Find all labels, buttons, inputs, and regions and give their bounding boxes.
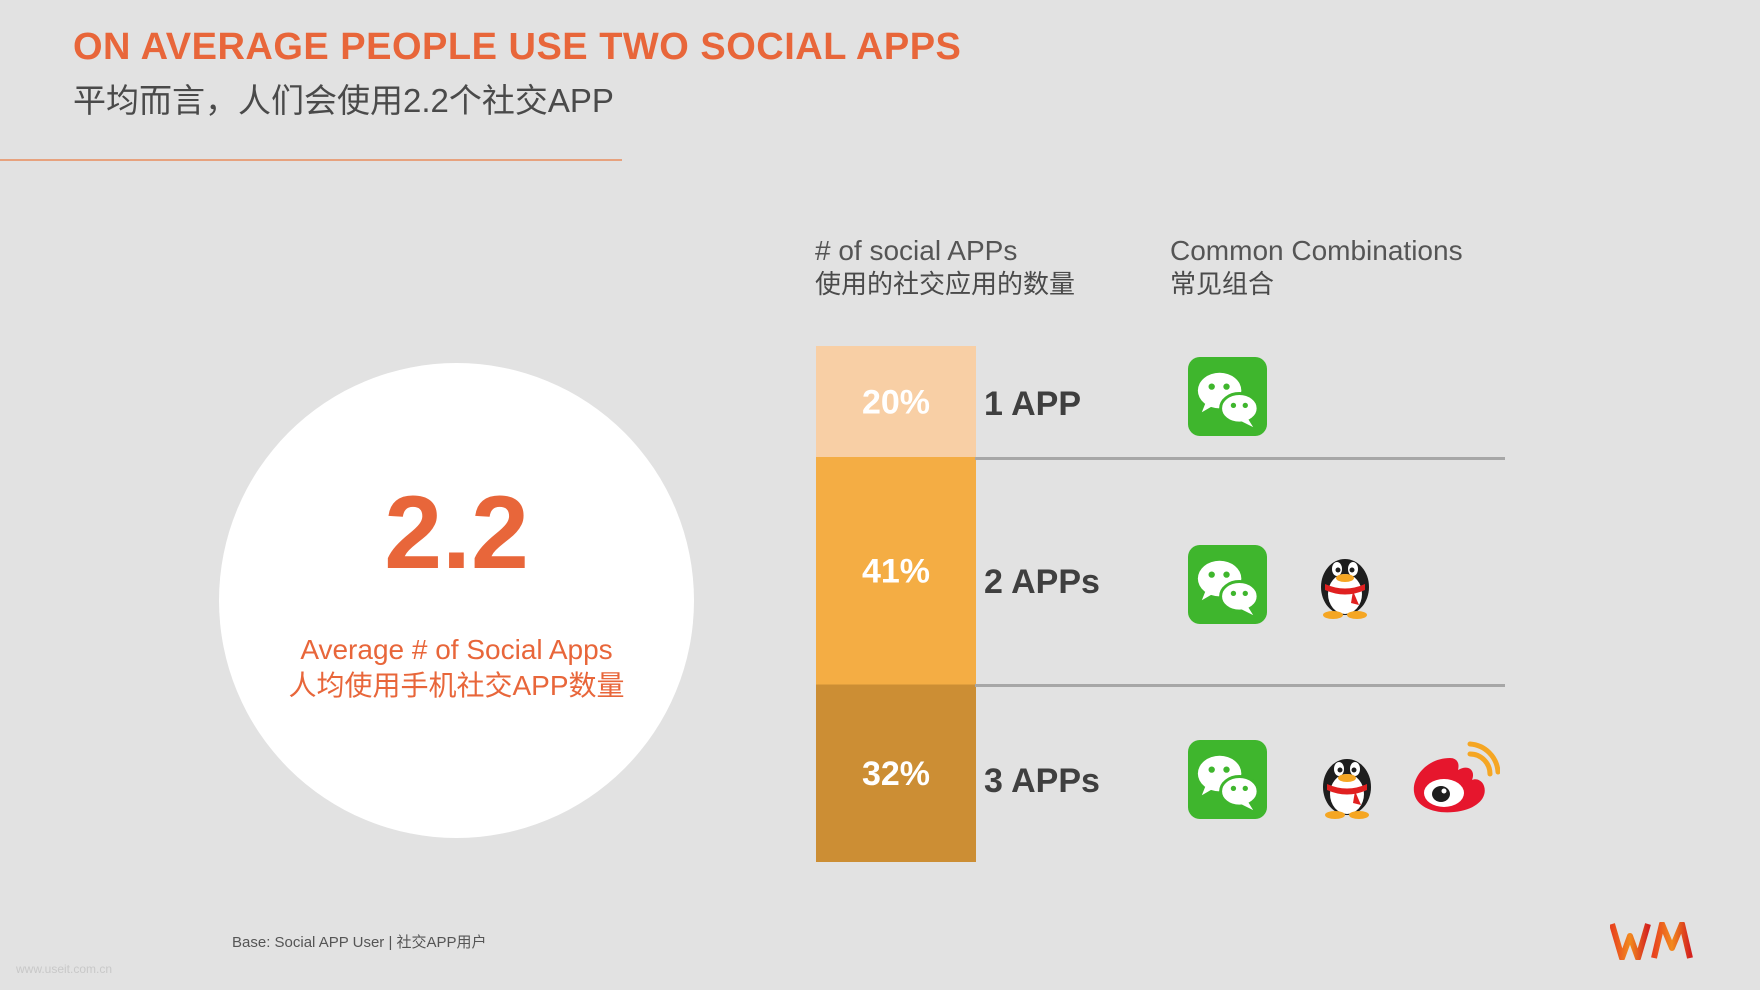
combo-header-en: Common Combinations — [1170, 235, 1463, 266]
wechat-icon — [1188, 357, 1267, 436]
row-divider — [975, 684, 1505, 687]
category-label: 1 APP — [984, 385, 1082, 423]
watermark: www.useit.com.cn — [16, 962, 113, 976]
weibo-icon — [1413, 741, 1500, 813]
wechat-icon — [1188, 740, 1267, 819]
count-header-en: # of social APPs — [815, 235, 1018, 266]
average-label-zh: 人均使用手机社交APP数量 — [288, 670, 625, 701]
bar-value-label: 41% — [862, 553, 930, 591]
bar-segment — [816, 457, 976, 685]
combo-column-header: Common Combinations 常见组合 — [1170, 233, 1463, 301]
row-divider — [975, 457, 1505, 460]
base-footnote: Base: Social APP User | 社交APP用户 — [232, 934, 487, 951]
bar-segment — [816, 346, 976, 457]
slide-subtitle: 平均而言，人们会使用2.2个社交APP — [73, 82, 614, 119]
app-count-bar-chart: 20% 41% 32% — [816, 346, 976, 862]
wechat-icon — [1188, 545, 1267, 624]
average-value: 2.2 — [384, 475, 529, 591]
wm-logo — [1610, 922, 1693, 960]
title-divider — [0, 159, 622, 161]
average-label-en: Average # of Social Apps — [300, 634, 613, 665]
count-header-zh: 使用的社交应用的数量 — [815, 269, 1076, 299]
qq-penguin-icon — [1321, 559, 1369, 619]
bar-segment — [816, 684, 976, 862]
category-label: 3 APPs — [984, 762, 1100, 800]
category-label: 2 APPs — [984, 563, 1100, 601]
count-column-header: # of social APPs 使用的社交应用的数量 — [815, 233, 1075, 301]
average-circle: 2.2 Average # of Social Apps 人均使用手机社交APP… — [219, 363, 694, 838]
bar-value-label: 20% — [862, 384, 930, 422]
bar-value-label: 32% — [862, 755, 930, 793]
slide-title: ON AVERAGE PEOPLE USE TWO SOCIAL APPS — [73, 26, 962, 68]
qq-penguin-icon — [1323, 759, 1371, 819]
combo-header-zh: 常见组合 — [1170, 269, 1275, 299]
